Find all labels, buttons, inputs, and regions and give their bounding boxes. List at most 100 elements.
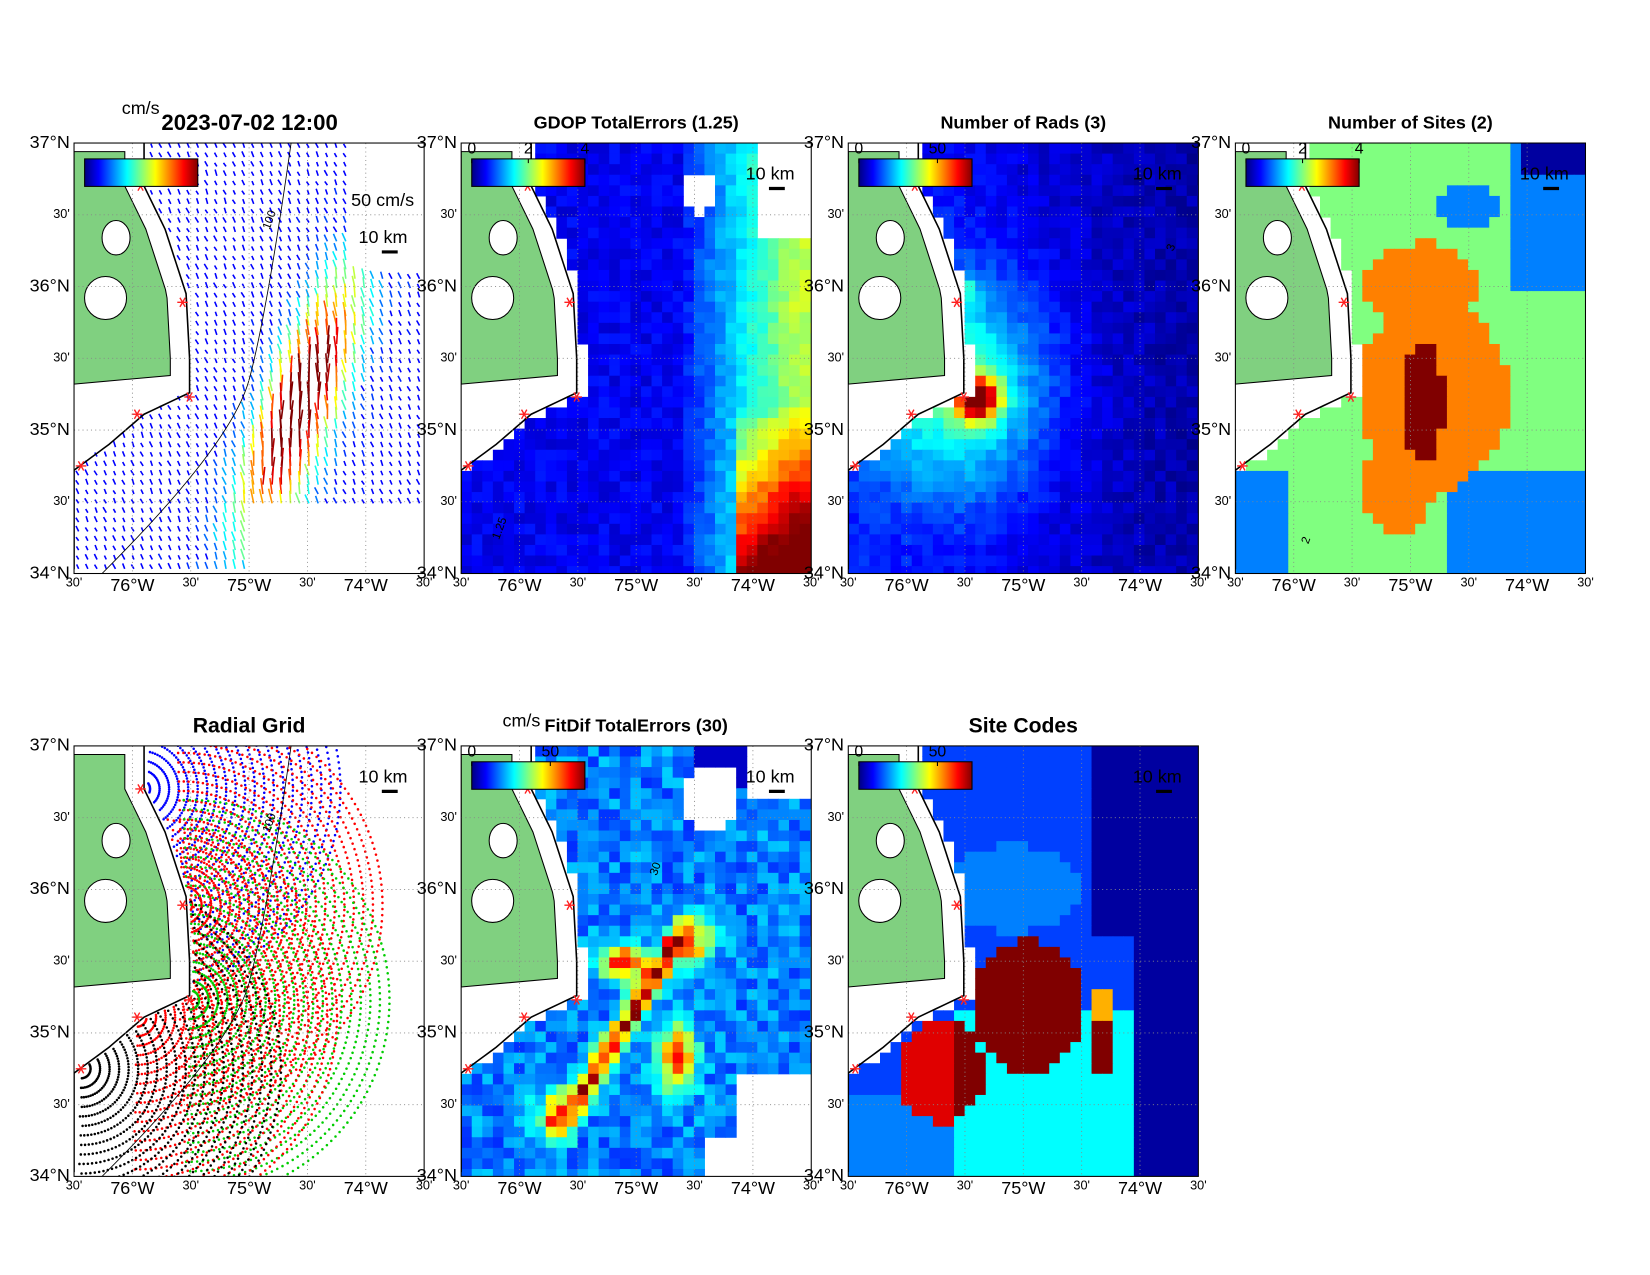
current-vector <box>378 289 384 298</box>
field-cell <box>672 418 684 430</box>
field-cell <box>848 513 860 525</box>
current-vector <box>186 189 190 195</box>
field-cell <box>1049 153 1061 165</box>
field-cell <box>799 312 811 324</box>
field-cell <box>651 343 663 356</box>
current-vector <box>325 372 329 392</box>
field-cell <box>1049 206 1061 218</box>
current-vector <box>168 207 172 214</box>
field-cell <box>1320 418 1332 430</box>
field-cell <box>1457 174 1469 186</box>
field-cell <box>1499 333 1511 345</box>
field-cell <box>1584 153 1586 165</box>
current-vector <box>204 246 209 252</box>
field-cell <box>1330 523 1342 535</box>
radial-grid-point <box>159 767 162 770</box>
field-cell <box>1415 206 1427 218</box>
field-cell <box>1457 259 1469 271</box>
field-cell <box>746 322 758 334</box>
field-cell <box>1436 322 1448 334</box>
current-vector <box>121 535 126 542</box>
field-cell <box>1425 428 1437 440</box>
field-cell <box>1330 206 1342 218</box>
field-cell <box>1394 502 1406 514</box>
field-cell <box>1394 248 1406 260</box>
current-vector <box>333 487 338 495</box>
field-cell <box>1059 365 1071 377</box>
current-vector <box>324 226 329 233</box>
current-vector <box>407 367 412 373</box>
field-cell <box>683 470 695 483</box>
radial-grid-point <box>215 790 218 793</box>
field-cell <box>1186 449 1198 461</box>
field-cell <box>461 481 473 493</box>
field-cell <box>1123 238 1135 250</box>
field-cell <box>704 470 716 483</box>
field-cell <box>1457 513 1469 525</box>
current-vector <box>213 478 218 485</box>
field-cell <box>1510 492 1522 504</box>
field-cell <box>1006 259 1019 271</box>
field-cell <box>492 460 504 472</box>
lon-label: 74°W <box>344 575 388 595</box>
field-cell <box>799 291 811 303</box>
field-cell <box>640 470 653 483</box>
field-cell <box>1436 502 1448 514</box>
field-cell <box>757 460 769 472</box>
field-cell <box>662 428 674 440</box>
field-cell <box>964 502 976 514</box>
field-cell <box>789 566 801 574</box>
field-cell <box>932 418 944 430</box>
current-vector <box>278 226 283 233</box>
field-cell <box>1404 439 1416 451</box>
field-cell <box>609 195 621 208</box>
radial-grid-point <box>173 803 177 807</box>
current-vector <box>360 480 365 486</box>
current-vector <box>213 422 218 429</box>
field-cell <box>1006 460 1019 472</box>
field-cell <box>964 238 976 250</box>
current-vector <box>305 143 310 149</box>
field-cell <box>1552 301 1564 313</box>
field-cell <box>1006 312 1019 324</box>
field-cell <box>1006 375 1019 387</box>
current-vector <box>157 563 163 570</box>
field-cell <box>1112 407 1124 419</box>
field-cell <box>1436 428 1448 440</box>
field-cell <box>789 312 801 324</box>
field-cell <box>1112 280 1124 292</box>
field-cell <box>736 418 748 430</box>
field-cell <box>1288 481 1300 493</box>
field-cell <box>1028 195 1040 208</box>
field-cell <box>1362 238 1374 250</box>
field-cell <box>704 566 716 574</box>
field-cell <box>609 248 621 260</box>
field-cell <box>1165 333 1177 345</box>
current-vector <box>269 283 273 289</box>
field-cell <box>1017 227 1029 239</box>
radial-grid-point <box>203 769 206 773</box>
field-cell <box>1112 185 1124 197</box>
field-cell <box>1372 269 1384 282</box>
field-cell <box>1006 238 1019 250</box>
field-cell <box>996 143 1008 155</box>
field-cell <box>1457 534 1469 546</box>
field-cell <box>943 481 955 493</box>
field-cell <box>1155 470 1167 483</box>
field-cell <box>1394 153 1406 165</box>
current-vector <box>417 405 421 411</box>
current-vector <box>249 401 255 411</box>
current-vector <box>268 188 273 195</box>
field-cell <box>810 470 812 483</box>
current-vector <box>334 266 338 279</box>
field-cell <box>1510 343 1522 356</box>
field-cell <box>996 439 1008 451</box>
field-cell <box>1520 259 1533 271</box>
current-vector <box>203 533 209 542</box>
field-cell <box>545 481 557 493</box>
field-cell <box>778 312 790 324</box>
lat-label: 30' <box>53 351 70 365</box>
field-cell <box>1123 470 1135 483</box>
field-cell <box>1080 269 1093 282</box>
current-vector <box>352 470 356 476</box>
